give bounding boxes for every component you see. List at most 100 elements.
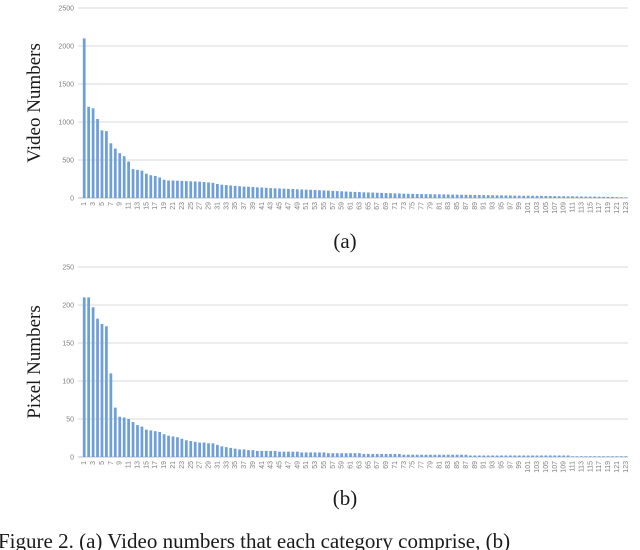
x-tick-label: 81	[436, 202, 443, 210]
bar	[220, 446, 224, 457]
x-tick-label: 17	[152, 202, 159, 210]
bar	[389, 453, 392, 457]
y-axis-label: Pixel Numbers	[24, 305, 45, 418]
bar	[491, 455, 494, 457]
bar	[318, 190, 321, 198]
x-tick-label: 31	[214, 202, 221, 210]
x-tick-label: 83	[445, 461, 452, 469]
bar	[362, 192, 366, 198]
x-tick-label: 27	[197, 461, 204, 469]
bar	[87, 297, 91, 457]
x-tick-label: 123	[623, 202, 630, 214]
bar	[424, 194, 428, 198]
x-tick-label: 119	[605, 461, 612, 472]
y-tick-label: 250	[62, 265, 74, 272]
x-tick-label: 101	[525, 202, 532, 214]
bar	[517, 455, 521, 457]
x-tick-label: 115	[587, 461, 594, 472]
bar	[366, 453, 370, 457]
bar	[273, 188, 277, 198]
bar	[238, 186, 241, 198]
bar	[504, 195, 508, 198]
x-tick-label: 79	[427, 461, 434, 469]
bar	[162, 179, 166, 198]
bar	[322, 190, 326, 198]
bar	[287, 451, 290, 457]
y-tick-label: 0	[70, 196, 74, 203]
x-tick-label: 35	[232, 202, 239, 210]
bar	[216, 183, 219, 198]
bar	[91, 108, 95, 198]
bar	[264, 187, 268, 198]
bar	[571, 196, 574, 198]
bar	[167, 435, 170, 457]
bar	[437, 454, 441, 457]
bar	[105, 131, 108, 198]
x-tick-label: 69	[383, 461, 390, 469]
bar	[242, 186, 246, 198]
bar	[593, 456, 597, 457]
bar	[287, 188, 290, 198]
bar	[295, 451, 299, 457]
x-tick-label: 71	[392, 202, 399, 210]
x-tick-label: 11	[126, 461, 133, 468]
x-tick-label: 109	[561, 202, 568, 214]
x-tick-label: 55	[321, 461, 328, 469]
x-tick-label: 85	[454, 202, 461, 210]
bar	[247, 450, 250, 457]
x-tick-label: 121	[614, 202, 621, 214]
bar	[624, 197, 628, 198]
bar	[304, 189, 308, 198]
bar	[91, 307, 95, 457]
bar	[540, 455, 543, 457]
x-tick-label: 79	[427, 202, 434, 210]
bar	[513, 455, 517, 457]
bar	[566, 196, 570, 198]
bar	[411, 193, 415, 198]
x-tick-label: 97	[507, 461, 514, 469]
y-tick-label: 1500	[58, 82, 74, 89]
x-tick-label: 91	[481, 461, 488, 469]
bar	[442, 454, 446, 457]
bar	[224, 185, 228, 198]
y-tick-label: 2500	[58, 6, 74, 13]
bar	[362, 453, 366, 457]
bar	[153, 175, 157, 198]
bar	[220, 184, 224, 198]
y-tick-label: 200	[62, 303, 74, 310]
bar	[344, 453, 348, 457]
bar	[486, 455, 490, 457]
bar	[211, 182, 215, 198]
x-tick-label: 95	[498, 461, 505, 469]
bar	[184, 181, 188, 198]
bar	[411, 454, 415, 457]
bar	[584, 456, 588, 457]
x-tick-label: 117	[596, 461, 603, 472]
bar	[584, 196, 588, 198]
bar	[122, 156, 126, 198]
bar	[251, 450, 255, 457]
bar	[619, 456, 623, 457]
bar	[251, 186, 255, 198]
x-tick-label: 53	[312, 202, 319, 210]
x-tick-label: 45	[277, 461, 284, 469]
bar	[588, 196, 592, 198]
x-tick-label: 43	[268, 202, 275, 210]
x-tick-label: 75	[410, 461, 417, 469]
bar	[398, 193, 401, 198]
bar	[340, 191, 344, 198]
x-tick-label: 107	[552, 202, 559, 214]
bar	[482, 195, 486, 198]
bar	[504, 455, 508, 457]
y-tick-label: 0	[70, 455, 74, 462]
x-tick-label: 33	[223, 202, 230, 210]
bar	[233, 185, 237, 198]
x-tick-label: 9	[117, 461, 124, 465]
bar	[282, 451, 286, 457]
bar	[482, 455, 486, 457]
bar	[513, 195, 517, 198]
bar	[517, 195, 521, 198]
bar	[144, 173, 148, 198]
bar	[326, 453, 330, 457]
